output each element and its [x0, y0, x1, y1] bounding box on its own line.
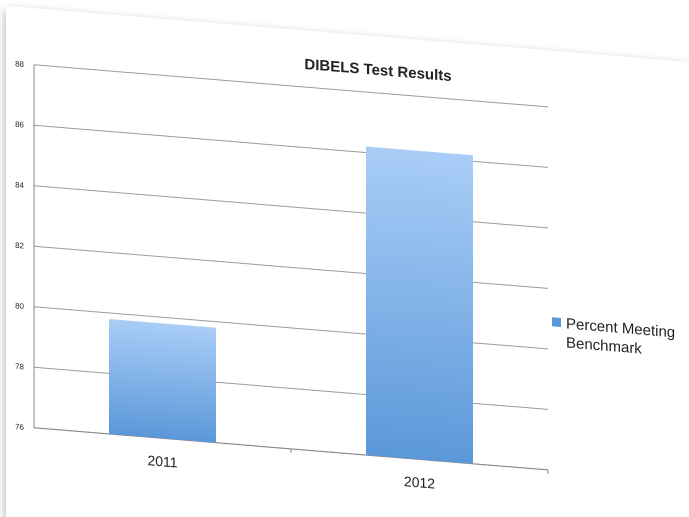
y-tick-label: 80: [15, 301, 24, 311]
bar-2012: [366, 146, 473, 464]
y-tick-label: 82: [15, 241, 24, 251]
y-tick-label: 76: [15, 422, 24, 432]
x-tick-label: 2012: [404, 473, 435, 492]
x-tick-label: 2011: [147, 452, 177, 470]
tick-labels: 76 78 80 82 84 86 88 2011 2012: [15, 59, 435, 491]
bars: [109, 146, 473, 464]
legend-swatch: [552, 317, 561, 328]
legend-label-line-2: Benchmark: [566, 334, 642, 357]
paper-sheet: [6, 6, 689, 517]
y-tick-label: 84: [15, 180, 24, 190]
y-tick-label: 86: [15, 120, 24, 130]
bar-2011: [109, 318, 216, 443]
y-tick-label: 78: [15, 362, 24, 372]
gridline-88: [34, 64, 548, 108]
y-tick-label: 88: [15, 59, 24, 69]
